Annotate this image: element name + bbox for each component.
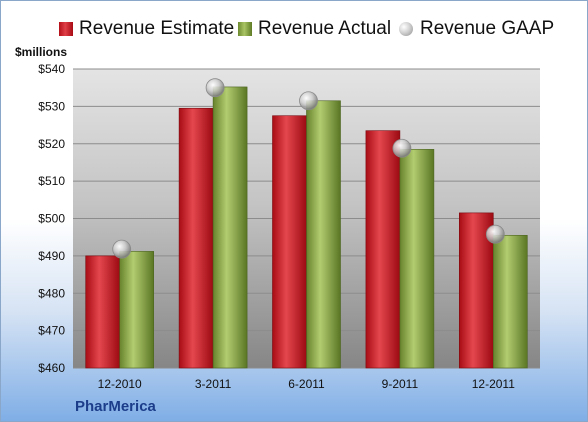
x-tick-label: 3-2011 [195, 377, 232, 391]
bar-revenue-actual [399, 149, 435, 369]
y-tick-label: $460 [38, 361, 65, 375]
legend-swatch-actual [238, 22, 252, 36]
legend-marker-gaap [399, 22, 413, 36]
x-tick-label: 9-2011 [382, 377, 419, 391]
bar-revenue-actual [119, 251, 154, 369]
y-tick-label: $540 [38, 62, 65, 76]
legend-label-estimate: Revenue Estimate [79, 18, 235, 39]
bar-revenue-estimate [178, 107, 214, 369]
company-name: PharMerica [75, 398, 156, 415]
y-tick-label: $470 [38, 324, 65, 338]
marker-revenue-gaap [392, 138, 412, 158]
legend-swatch-estimate [59, 22, 73, 36]
y-axis-unit-label: $millions [15, 45, 68, 59]
bar-revenue-actual [492, 235, 528, 369]
marker-revenue-gaap [485, 224, 505, 244]
legend-label-actual: Revenue Actual [258, 18, 392, 39]
legend-item-actual: Revenue Actual [238, 15, 391, 43]
y-tick-label: $520 [38, 137, 65, 151]
marker-revenue-gaap [205, 78, 225, 98]
y-tick-label: $480 [38, 286, 65, 300]
x-tick-label: 12-2011 [472, 377, 515, 391]
bar-revenue-actual [212, 86, 248, 369]
legend-label-gaap: Revenue GAAP [420, 18, 555, 39]
y-tick-label: $530 [38, 99, 65, 113]
bar-revenue-estimate [365, 130, 401, 369]
y-tick-label: $490 [38, 249, 65, 263]
y-tick-label: $510 [38, 174, 65, 188]
bar-revenue-actual [306, 100, 341, 369]
marker-revenue-gaap [112, 239, 132, 259]
bar-revenue-estimate [272, 115, 307, 369]
y-tick-label: $500 [38, 212, 65, 226]
legend-item-gaap: Revenue GAAP [399, 15, 554, 43]
bar-revenue-estimate [85, 255, 120, 369]
marker-revenue-gaap [299, 91, 318, 111]
legend-item-estimate: Revenue Estimate [59, 15, 234, 43]
x-tick-label: 6-2011 [288, 377, 325, 391]
x-tick-label: 12-2010 [98, 377, 142, 391]
